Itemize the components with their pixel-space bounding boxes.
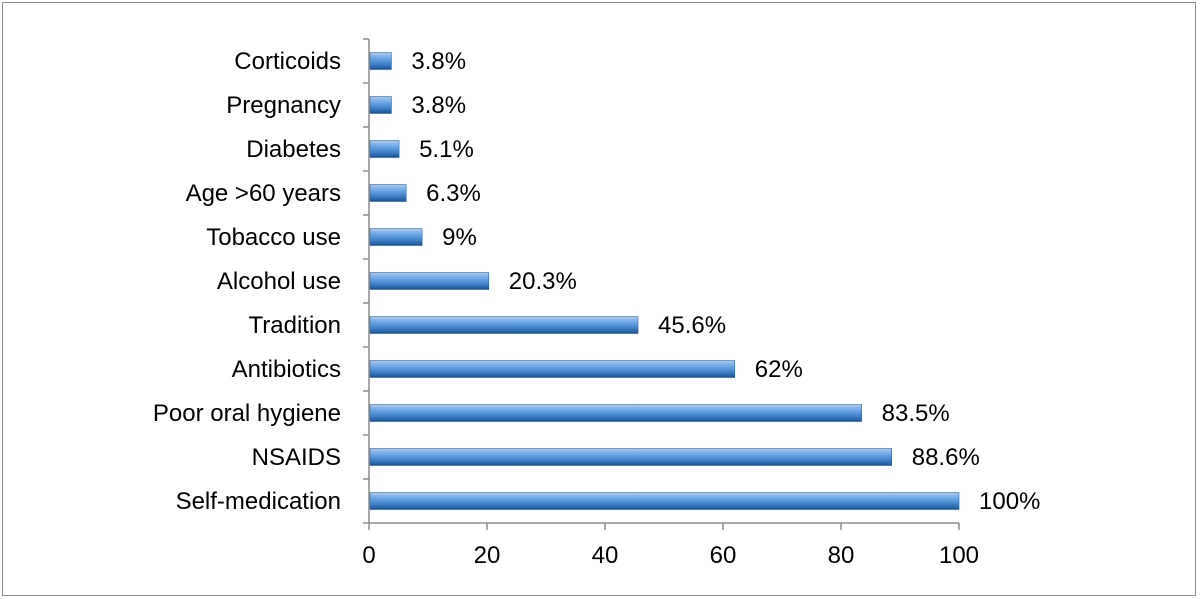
data-label: 62% [755, 356, 803, 383]
bar [369, 360, 736, 378]
x-tick-label: 0 [362, 542, 375, 569]
category-label: Antibiotics [232, 356, 341, 383]
bar-chart: 0 20 40 60 80 100 Self-medication 100% NSAIDS 88… [153, 38, 1041, 569]
data-label: 3.8% [411, 92, 466, 119]
data-label: 3.8% [411, 48, 466, 75]
bar [369, 96, 392, 114]
category-label: Pregnancy [226, 92, 341, 119]
data-label: 9% [442, 224, 477, 251]
category-label: Corticoids [234, 48, 341, 75]
bar [369, 228, 423, 246]
bar [369, 316, 639, 334]
axes: 0 20 40 60 80 100 [362, 38, 979, 569]
data-label: 6.3% [426, 180, 481, 207]
category-label: Diabetes [246, 136, 341, 163]
x-tick-label: 100 [939, 542, 979, 569]
category-label: Alcohol use [217, 268, 341, 295]
category-label: Age >60 years [186, 180, 341, 207]
bar [369, 52, 392, 70]
category-label: Poor oral hygiene [153, 400, 341, 427]
category-label: Tradition [249, 312, 341, 339]
x-tick-label: 20 [474, 542, 501, 569]
bars [369, 52, 960, 510]
data-label: 5.1% [419, 136, 474, 163]
category-label: Self-medication [176, 488, 341, 515]
bar [369, 140, 400, 158]
bar [369, 404, 862, 422]
data-label: 83.5% [882, 400, 950, 427]
x-tick-label: 60 [710, 542, 737, 569]
data-label: 100% [979, 488, 1040, 515]
bar [369, 448, 892, 466]
data-label: 20.3% [509, 268, 577, 295]
category-label: Tobacco use [206, 224, 341, 251]
category-label: NSAIDS [252, 444, 341, 471]
data-label: 88.6% [912, 444, 980, 471]
labels: Self-medication 100% NSAIDS 88.6% Poor oral … [153, 48, 1041, 515]
data-label: 45.6% [658, 312, 726, 339]
bar [369, 184, 407, 202]
bar [369, 272, 490, 290]
x-tick-label: 80 [828, 542, 855, 569]
x-tick-label: 40 [592, 542, 619, 569]
bar [369, 492, 960, 510]
